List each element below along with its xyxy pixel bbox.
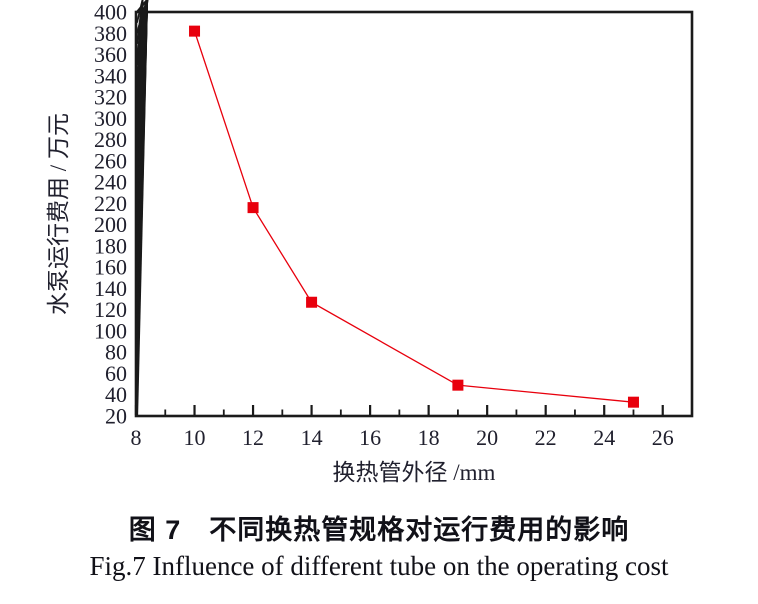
y-major-tick bbox=[135, 0, 149, 34]
data-line bbox=[193, 30, 634, 403]
y-tick-label: 160 bbox=[94, 255, 127, 280]
y-tick-label: 380 bbox=[94, 21, 127, 46]
y-tick-label: 180 bbox=[94, 233, 127, 258]
x-tick-label: 20 bbox=[476, 425, 498, 450]
x-tick-label: 22 bbox=[535, 425, 557, 450]
x-tick-label: 10 bbox=[184, 425, 206, 450]
y-tick-label: 300 bbox=[94, 106, 127, 131]
y-tick-label: 60 bbox=[105, 361, 127, 386]
chart-plot: 8 10 12 14 16 18 20 22 24 26204060801001201401601… bbox=[94, 0, 694, 450]
y-tick-label: 140 bbox=[94, 276, 127, 301]
y-tick-label: 340 bbox=[94, 63, 127, 88]
y-tick-label: 80 bbox=[105, 340, 127, 365]
y-tick-label: 120 bbox=[94, 297, 127, 322]
y-tick-label: 400 bbox=[94, 0, 127, 25]
y-tick-label: 220 bbox=[94, 191, 127, 216]
chart-svg: 8 10 12 14 16 18 20 22 24 26204060801001201401601… bbox=[46, 0, 694, 485]
x-tick-label: 16 bbox=[359, 425, 381, 450]
data-point bbox=[189, 25, 201, 37]
figure-caption-zh: 图 7 不同换热管规格对运行费用的影响 bbox=[128, 515, 630, 545]
y-minor-tick bbox=[136, 0, 144, 23]
y-tick-label: 100 bbox=[94, 318, 127, 343]
figure-caption-en: Fig.7 Influence of different tube on the… bbox=[89, 551, 669, 581]
data-point bbox=[627, 396, 639, 408]
data-point bbox=[452, 379, 464, 391]
x-axis-title: 换热管外径 /mm bbox=[333, 460, 496, 485]
x-tick-label: 24 bbox=[593, 425, 615, 450]
y-tick-label: 320 bbox=[94, 85, 127, 110]
x-tick-label: 12 bbox=[242, 425, 264, 450]
x-tick-label: 18 bbox=[418, 425, 440, 450]
y-major-tick bbox=[136, 0, 148, 13]
y-tick-label: 260 bbox=[94, 148, 127, 173]
x-tick-label: 26 bbox=[652, 425, 674, 450]
y-tick-label: 240 bbox=[94, 170, 127, 195]
plot-frame bbox=[134, 10, 694, 418]
y-tick-label: 280 bbox=[94, 127, 127, 152]
y-tick-label: 20 bbox=[105, 404, 127, 429]
x-tick-label: 8 bbox=[131, 425, 142, 450]
x-tick-label: 14 bbox=[301, 425, 323, 450]
y-tick-label: 360 bbox=[94, 42, 127, 67]
data-point bbox=[306, 296, 318, 308]
y-tick-label: 200 bbox=[94, 212, 127, 237]
y-axis-title: 水泵运行费用 / 万元 bbox=[46, 113, 71, 315]
y-tick-label: 40 bbox=[105, 382, 127, 407]
data-point bbox=[247, 202, 259, 214]
